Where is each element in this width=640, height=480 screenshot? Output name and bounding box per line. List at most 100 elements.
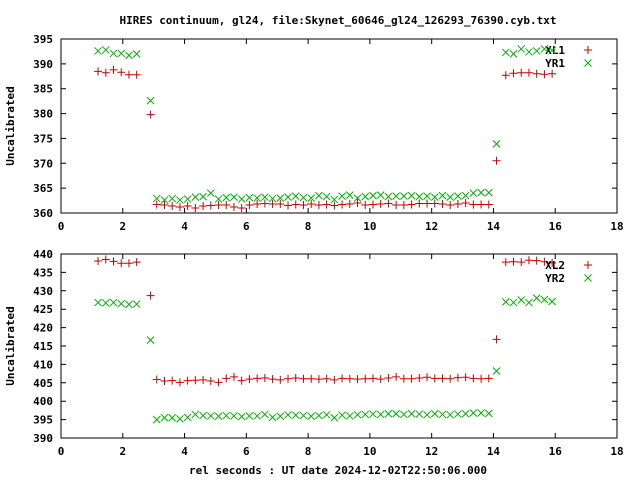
series-xl2 [94, 255, 557, 387]
data-point [517, 45, 526, 53]
data-point [338, 200, 347, 209]
data-point [353, 199, 362, 208]
data-point [461, 191, 470, 200]
data-point [183, 202, 192, 211]
data-point [291, 411, 300, 420]
data-point [191, 193, 200, 201]
data-point [501, 297, 510, 306]
x-tick-label: 0 [58, 220, 65, 233]
y-tick-label: 375 [33, 132, 53, 145]
x-tick-label: 4 [181, 445, 188, 458]
data-point [307, 374, 316, 383]
data-point [400, 410, 408, 419]
data-point [132, 300, 141, 308]
data-point [492, 335, 501, 344]
data-point [438, 200, 447, 209]
data-point [392, 409, 400, 418]
data-point [477, 374, 486, 383]
data-point [253, 200, 262, 209]
data-point [322, 410, 331, 419]
data-point [253, 194, 261, 202]
chart-title: HIRES continuum, gl24, file:Skynet_60646… [119, 14, 556, 27]
data-point [175, 378, 184, 387]
data-point [191, 376, 200, 385]
data-point [446, 193, 455, 201]
data-point [501, 258, 510, 267]
data-point [152, 194, 161, 203]
data-point [101, 46, 110, 54]
data-point [501, 48, 510, 57]
y-tick-label: 410 [33, 358, 53, 371]
data-point [469, 200, 478, 209]
y-tick-label: 425 [33, 303, 53, 316]
data-point [353, 375, 362, 384]
data-point [484, 188, 493, 197]
data-point [423, 373, 432, 382]
data-point [230, 193, 238, 201]
data-point [124, 259, 133, 268]
y-tick-label: 365 [33, 182, 53, 195]
x-tick-label: 14 [487, 220, 501, 233]
y-tick-label: 390 [33, 58, 53, 71]
x-tick-label: 6 [243, 220, 250, 233]
data-point [461, 199, 470, 208]
data-point [446, 374, 455, 383]
data-point [353, 410, 362, 419]
data-point [117, 49, 126, 58]
data-point [291, 200, 300, 209]
data-point [222, 193, 231, 202]
data-point [214, 412, 223, 421]
data-point [314, 375, 323, 384]
data-point [407, 374, 416, 383]
data-point [268, 375, 277, 384]
data-point [376, 200, 385, 209]
data-point [109, 298, 118, 307]
y-tick-label: 360 [33, 207, 53, 220]
data-point [222, 374, 231, 383]
data-point [222, 201, 231, 210]
data-point [469, 189, 478, 197]
x-tick-label: 10 [363, 445, 376, 458]
y-tick-label: 405 [33, 377, 53, 390]
x-tick-label: 8 [305, 445, 312, 458]
y-axis-label: Uncalibrated [4, 86, 17, 165]
data-point [94, 256, 103, 265]
data-point [384, 192, 393, 201]
y-tick-label: 420 [33, 322, 53, 335]
legend-label: YR2 [545, 272, 565, 285]
data-point [132, 70, 141, 79]
data-point [125, 51, 133, 60]
data-point [276, 375, 285, 384]
data-point [492, 156, 501, 165]
data-point [199, 375, 208, 384]
legend-label: XL2 [545, 259, 565, 272]
y-tick-label: 370 [33, 157, 53, 170]
data-point [176, 196, 184, 204]
data-point [384, 374, 393, 383]
data-point [199, 411, 207, 420]
data-point [345, 191, 354, 199]
data-point [168, 194, 177, 203]
data-point [315, 411, 323, 420]
x-tick-label: 18 [610, 220, 623, 233]
data-point [376, 410, 385, 419]
data-point [361, 374, 370, 383]
data-point [230, 412, 238, 420]
data-point [454, 192, 462, 200]
data-point [322, 200, 331, 209]
data-point [132, 50, 141, 58]
data-point [291, 374, 300, 383]
data-point [237, 204, 246, 213]
data-point [199, 192, 207, 201]
data-point [146, 291, 155, 300]
data-point [407, 409, 416, 418]
top-panel: 0 2 4 6 8 10 12 14 16 18 360 365 370 375 380 385 390 395 U… [4, 33, 624, 233]
data-point [369, 410, 377, 418]
data-point [330, 413, 339, 422]
data-point [484, 409, 493, 418]
data-point [117, 259, 126, 268]
x-tick-label: 12 [425, 445, 438, 458]
data-point [276, 412, 285, 421]
data-point [152, 415, 161, 424]
data-point [322, 192, 331, 201]
